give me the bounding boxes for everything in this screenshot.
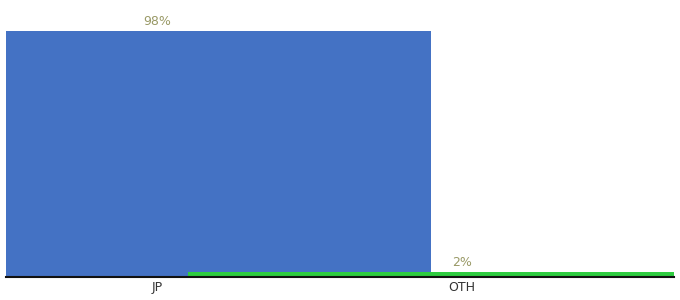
Text: 98%: 98% (143, 15, 171, 28)
Text: 2%: 2% (452, 256, 471, 269)
Bar (188, 272, 680, 277)
Bar (0, 31, 431, 277)
